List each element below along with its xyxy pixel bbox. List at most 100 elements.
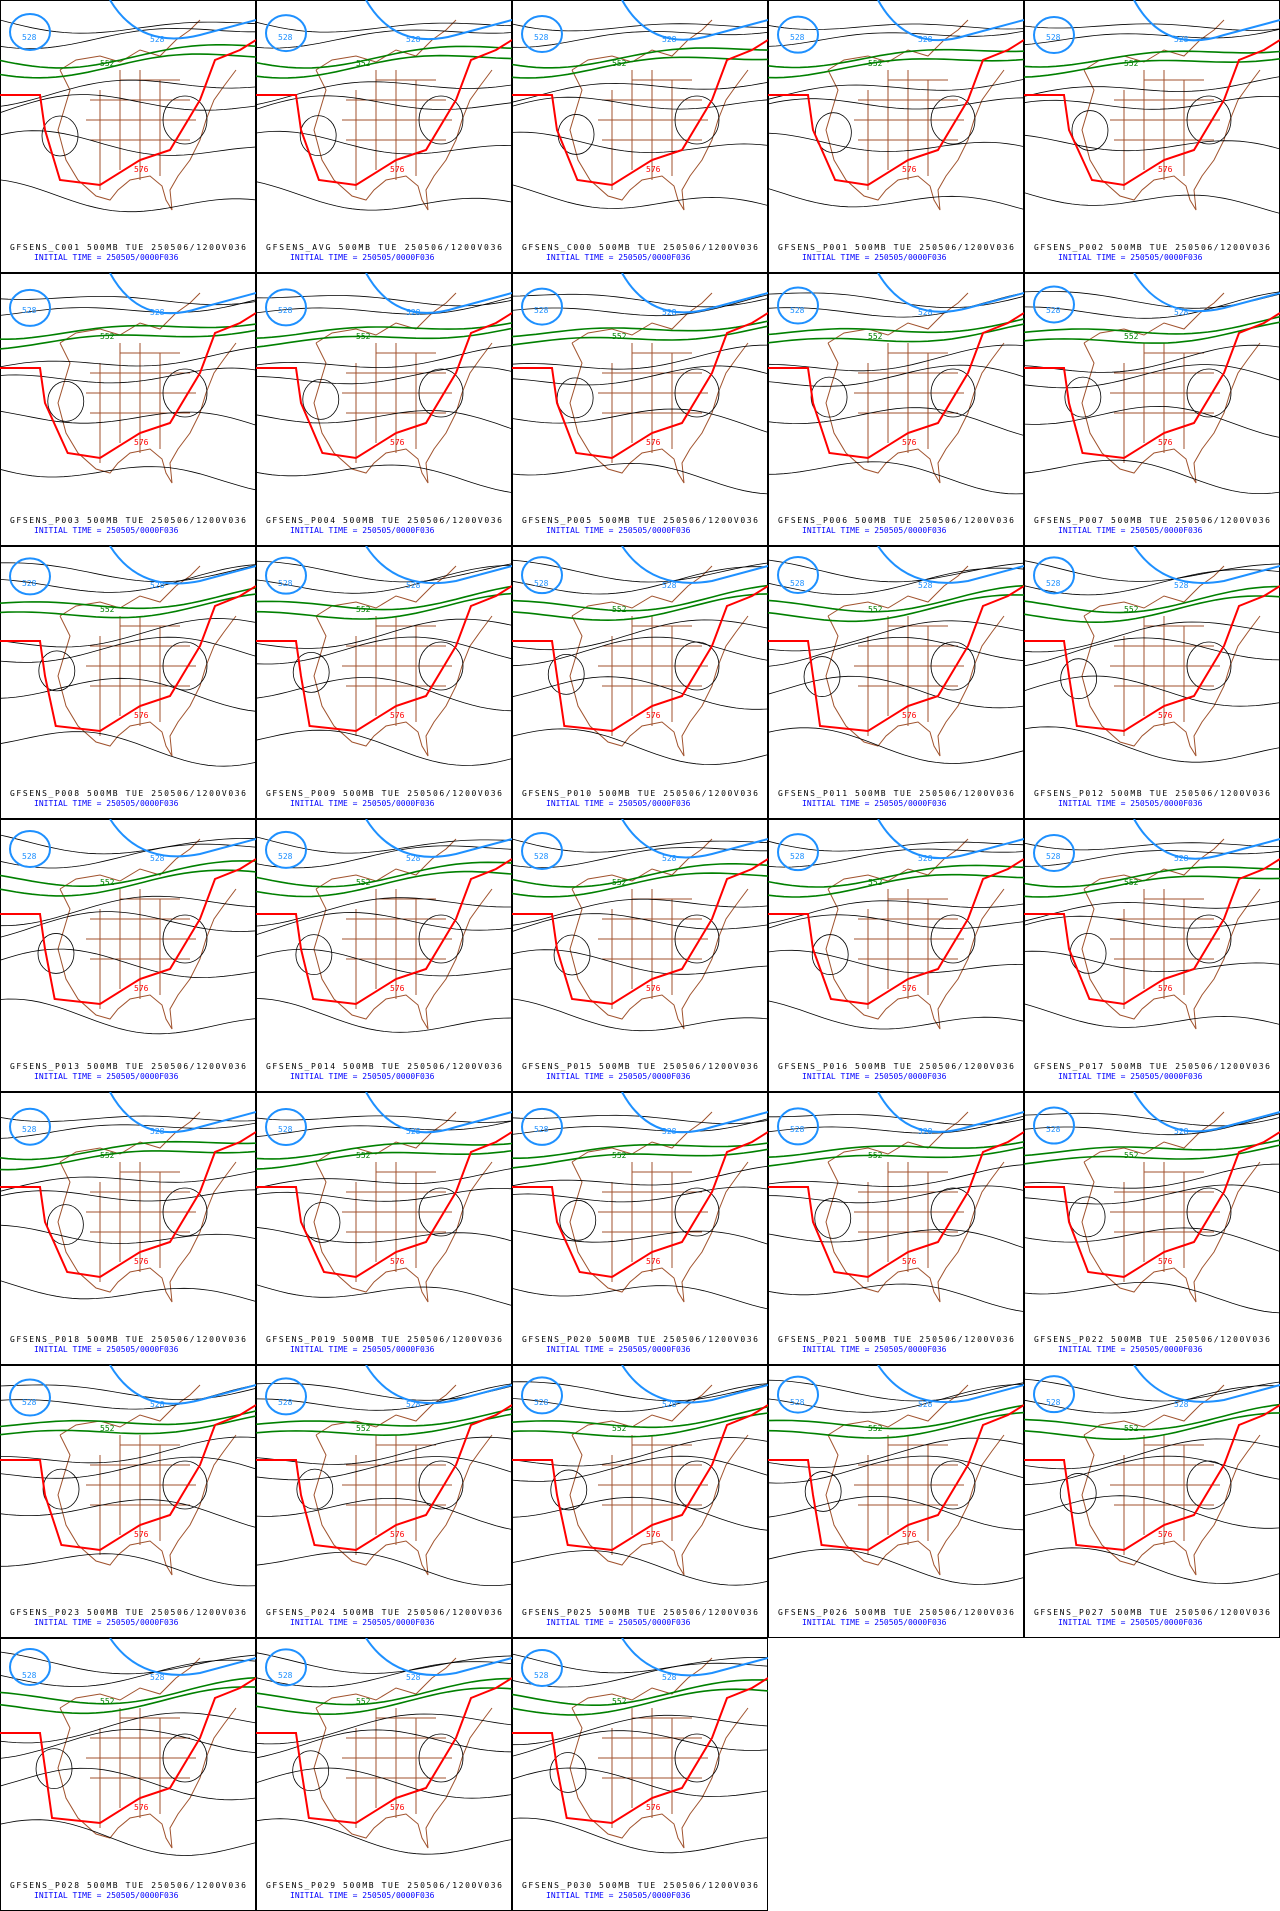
- low-center: [1064, 376, 1102, 418]
- panel-title: GFSENS_P018 500MB TUE 250506/1200V036: [10, 1335, 246, 1344]
- panel-border: [768, 273, 1024, 546]
- panel-title: GFSENS_P011 500MB TUE 250506/1200V036: [778, 789, 1014, 798]
- panel-title: GFSENS_P029 500MB TUE 250506/1200V036: [266, 1881, 502, 1890]
- height-contour: [1024, 1547, 1280, 1584]
- map-panel: 528 528 552 576 GFSENS_P019 500MB TUE 250506…: [256, 1092, 512, 1365]
- coastline: [1081, 1111, 1261, 1303]
- red-contour: [768, 312, 1024, 460]
- contour-label: 552: [612, 1697, 627, 1706]
- blue-contour: [109, 546, 256, 585]
- height-contour: [512, 1662, 768, 1688]
- contour-label: 528: [534, 579, 549, 588]
- contour-label: 576: [646, 165, 661, 174]
- contour-label: 576: [134, 711, 149, 720]
- coastline: [1081, 292, 1261, 484]
- height-contour: [512, 184, 768, 209]
- height-contour: [0, 948, 256, 979]
- map-panel: 528 528 552 576 GFSENS_P026 500MB TUE 250506…: [768, 1365, 1024, 1638]
- panel-init-time: INITIAL TIME = 250505/0000F036: [1058, 1345, 1203, 1354]
- height-contour: [512, 1186, 768, 1203]
- contour-label: 528: [278, 1398, 293, 1407]
- contour-label: 528: [662, 35, 677, 44]
- green-contour: [256, 45, 512, 69]
- height-contour: [1024, 405, 1280, 438]
- panel-init-time: INITIAL TIME = 250505/0000F036: [1058, 1618, 1203, 1627]
- green-contour: [768, 1411, 1024, 1439]
- map-panel: 528 528 552 576 GFSENS_P002 500MB TUE 250506…: [1024, 0, 1280, 273]
- coastline: [1081, 838, 1261, 1030]
- height-contour: [1024, 344, 1280, 373]
- contour-label: 552: [1124, 332, 1139, 341]
- panel-init-time: INITIAL TIME = 250505/0000F036: [290, 799, 435, 808]
- contour-label: 552: [356, 1697, 371, 1706]
- low-center: [674, 1187, 720, 1237]
- contour-label: 576: [390, 438, 405, 447]
- blue-contour: [9, 557, 51, 596]
- panel-title: GFSENS_P016 500MB TUE 250506/1200V036: [778, 1062, 1014, 1071]
- height-contour: [1024, 850, 1280, 867]
- contour-label: 528: [150, 35, 165, 44]
- contour-label: 528: [1174, 1400, 1189, 1409]
- contour-label: 528: [918, 1127, 933, 1136]
- contour-label: 576: [134, 984, 149, 993]
- coastline: [313, 1111, 493, 1303]
- panel-init-time: INITIAL TIME = 250505/0000F036: [34, 253, 179, 262]
- height-contour: [256, 1383, 512, 1411]
- height-contour: [0, 179, 256, 213]
- height-contour: [1024, 96, 1280, 110]
- contour-label: 552: [356, 1151, 371, 1160]
- low-center: [674, 914, 720, 964]
- height-contour: [0, 27, 256, 50]
- contour-label: 528: [150, 854, 165, 863]
- contour-label: 552: [100, 878, 115, 887]
- height-contour: [1024, 950, 1280, 973]
- height-contour: [768, 344, 1024, 372]
- panel-border: [768, 0, 1024, 273]
- green-contour: [1024, 321, 1280, 344]
- green-contour: [768, 318, 1024, 336]
- coastline: [57, 1657, 237, 1849]
- map-panel: 528 528 552 576 GFSENS_P010 500MB TUE 250506…: [512, 546, 768, 819]
- blue-contour: [365, 819, 512, 858]
- map-panel: 528 528 552 576 GFSENS_P027 500MB TUE 250506…: [1024, 1365, 1280, 1638]
- low-center: [1186, 1187, 1232, 1237]
- contour-label: 528: [22, 579, 37, 588]
- low-center: [930, 914, 976, 964]
- panel-border: [768, 1092, 1024, 1365]
- height-contour: [768, 1548, 1024, 1585]
- height-contour: [512, 913, 768, 932]
- contour-label: 528: [406, 581, 421, 590]
- green-contour: [0, 1140, 256, 1161]
- contour-label: 528: [662, 1127, 677, 1136]
- panel-border: [0, 1365, 256, 1638]
- height-contour: [768, 1164, 1024, 1188]
- low-center: [418, 641, 464, 691]
- low-center: [162, 914, 208, 964]
- panel-init-time: INITIAL TIME = 250505/0000F036: [546, 253, 691, 262]
- low-center: [547, 653, 585, 695]
- green-contour: [1024, 585, 1280, 614]
- height-contour: [768, 1229, 1024, 1249]
- contour-label: 528: [1046, 1398, 1061, 1407]
- height-contour: [512, 1817, 768, 1854]
- blue-contour: [265, 556, 307, 595]
- low-center: [550, 1469, 588, 1511]
- contour-label: 576: [390, 1803, 405, 1812]
- low-center: [930, 1460, 976, 1510]
- blue-contour: [777, 15, 819, 54]
- contour-label: 576: [134, 1803, 149, 1812]
- panel-init-time: INITIAL TIME = 250505/0000F036: [290, 1618, 435, 1627]
- low-center: [803, 656, 841, 697]
- contour-label: 528: [534, 1671, 549, 1680]
- height-contour: [512, 1653, 768, 1674]
- height-contour: [0, 564, 256, 593]
- height-contour: [256, 1661, 512, 1688]
- low-center: [674, 1733, 720, 1783]
- height-contour: [768, 97, 1024, 110]
- panel-border: [256, 1092, 512, 1365]
- green-contour: [768, 48, 1024, 69]
- panel-border: [512, 0, 768, 273]
- panel-title: GFSENS_P008 500MB TUE 250506/1200V036: [10, 789, 246, 798]
- contour-label: 528: [22, 1125, 37, 1134]
- green-contour: [512, 1679, 768, 1706]
